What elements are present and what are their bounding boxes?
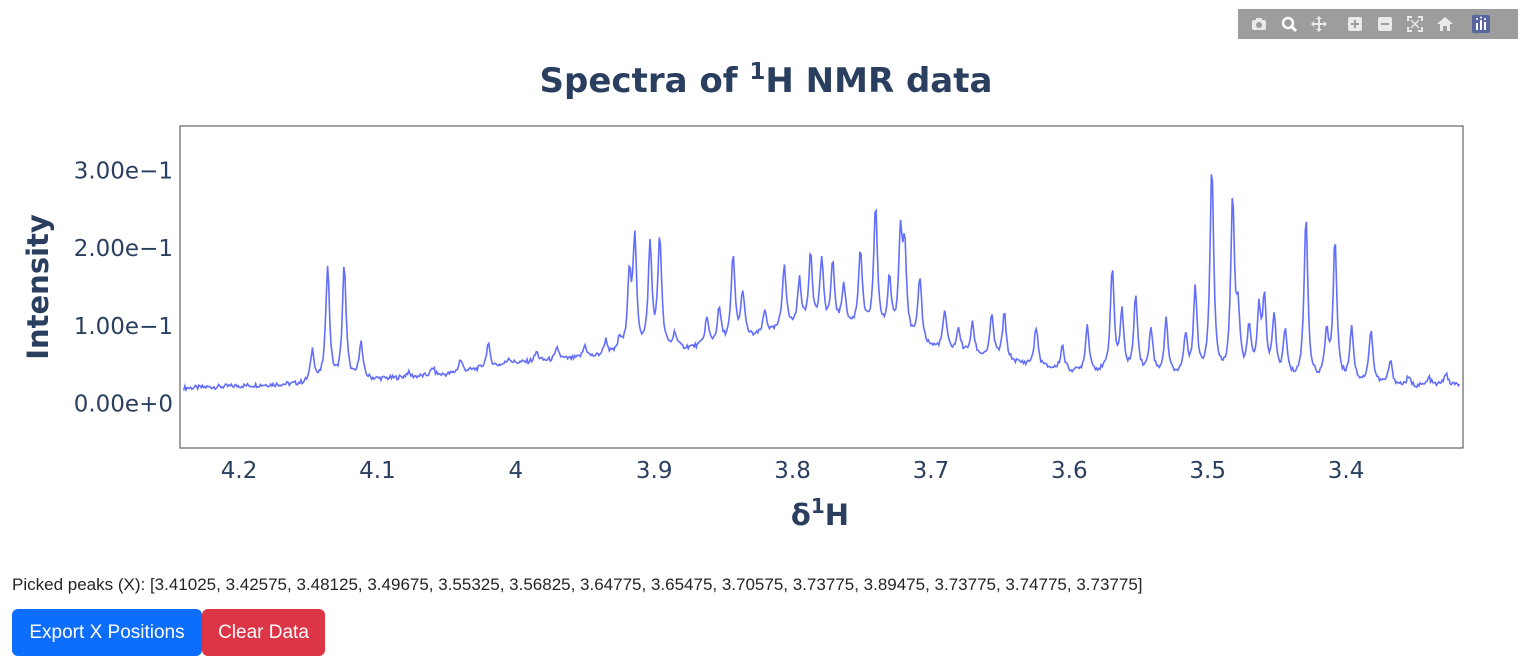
y-tick-label: 3.00e−1 <box>74 158 173 184</box>
pan-icon[interactable] <box>1306 11 1332 37</box>
plotly-logo-icon[interactable] <box>1468 11 1494 37</box>
x-tick-label: 3.5 <box>1189 458 1226 484</box>
clear-data-button[interactable]: Clear Data <box>202 609 325 656</box>
x-tick-label: 3.6 <box>1051 458 1088 484</box>
export-x-positions-button[interactable]: Export X Positions <box>12 609 202 656</box>
y-tick-label: 0.00e+0 <box>74 392 173 418</box>
x-tick-label: 4.2 <box>221 458 258 484</box>
y-tick-label: 1.00e−1 <box>74 314 173 340</box>
zoom-icon[interactable] <box>1276 11 1302 37</box>
modebar <box>1238 9 1518 39</box>
autoscale-icon[interactable] <box>1402 11 1428 37</box>
x-tick-label: 3.8 <box>774 458 811 484</box>
x-axis-title: δ1H <box>791 494 849 532</box>
plot-frame <box>179 125 1464 449</box>
spectrum-line[interactable] <box>182 174 1461 393</box>
y-axis-title: Intensity <box>21 214 55 360</box>
y-axis-ticks: 0.00e+0 1.00e−1 2.00e−1 3.00e−1 <box>74 158 173 417</box>
nmr-spectrum-chart[interactable]: Spectra of 1H NMR data 0.00e+0 1.00e−1 2.0… <box>0 0 1525 560</box>
zoom-in-icon[interactable] <box>1342 11 1368 37</box>
picked-peaks-text: Picked peaks (X): [3.41025, 3.42575, 3.4… <box>12 575 1143 594</box>
x-tick-label: 3.4 <box>1328 458 1365 484</box>
zoom-out-icon[interactable] <box>1372 11 1398 37</box>
reset-axes-icon[interactable] <box>1432 11 1458 37</box>
y-tick-label: 2.00e−1 <box>74 236 173 262</box>
camera-icon[interactable] <box>1246 11 1272 37</box>
x-tick-label: 4 <box>509 458 524 484</box>
x-tick-label: 3.7 <box>913 458 950 484</box>
x-tick-label: 4.1 <box>359 458 396 484</box>
x-axis-ticks: 4.2 4.1 4 3.9 3.8 3.7 3.6 3.5 3.4 <box>221 458 1365 484</box>
x-tick-label: 3.9 <box>636 458 673 484</box>
chart-title: Spectra of 1H NMR data <box>540 59 993 101</box>
